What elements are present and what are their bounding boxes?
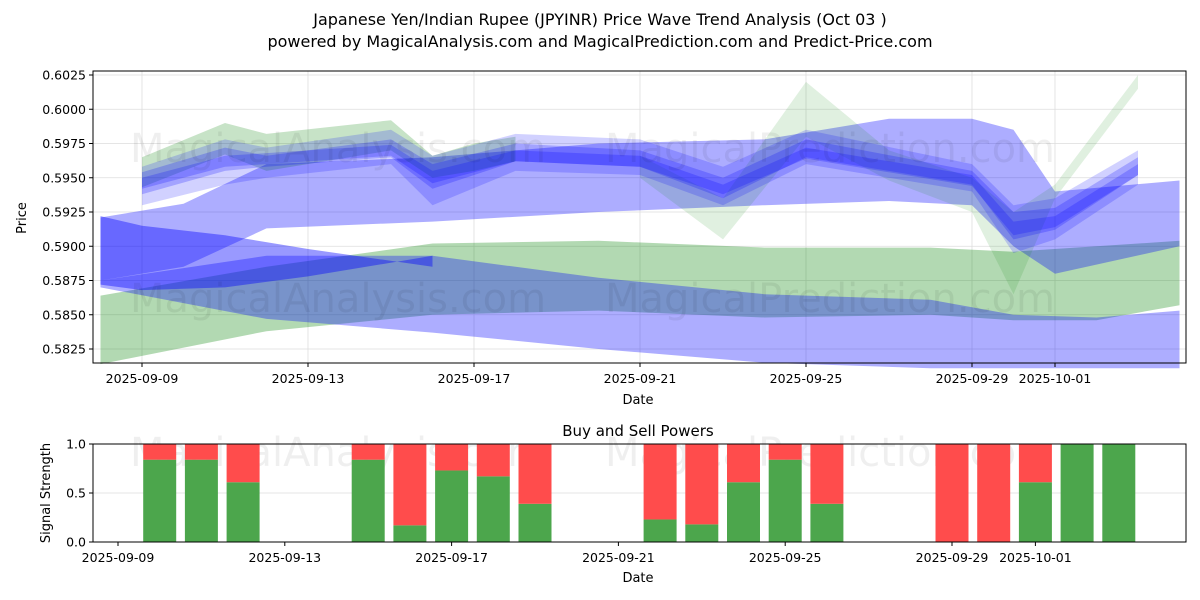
signal-bars [143, 444, 1136, 542]
main-y-tick-label: 0.6000 [42, 102, 86, 117]
main-y-ticks: 0.5825 0.5850 0.5875 0.5900 0.5925 0.5950 0.59… [42, 68, 93, 357]
watermark-top-right: MagicalPrediction.com [605, 126, 1055, 172]
sell-bar [143, 444, 177, 460]
buy-bar [518, 503, 552, 542]
sell-bar [476, 444, 510, 477]
buy-bar [643, 519, 677, 542]
buy-bar [226, 482, 260, 542]
sell-bar [184, 444, 218, 460]
main-x-tick-label: 2025-09-21 [604, 371, 677, 386]
sell-bar [727, 444, 760, 483]
signal-x-tick-label: 2025-09-09 [82, 550, 155, 565]
main-y-tick-label: 0.5975 [42, 136, 86, 151]
signal-x-tick-label: 2025-09-21 [582, 550, 655, 565]
signal-y-axis-label: Signal Strength [39, 443, 54, 543]
sell-bar [435, 444, 469, 471]
main-x-tick-label: 2025-09-17 [438, 371, 511, 386]
main-x-axis-label: Date [622, 393, 653, 408]
signal-y-tick-label: 0.5 [66, 486, 86, 501]
signal-x-tick-label: 2025-09-29 [916, 550, 989, 565]
sell-bar [351, 444, 385, 460]
signal-y-tick-label: 0.0 [66, 535, 86, 550]
buy-bar [1018, 482, 1052, 542]
buy-bar [685, 524, 719, 542]
main-y-axis-label: Price [15, 202, 30, 234]
main-x-ticks: 2025-09-09 2025-09-13 2025-09-17 2025-09-21… [106, 363, 1092, 386]
band-green-spike [640, 75, 1138, 295]
band-green-wide-lower [100, 240, 1180, 365]
sell-bar [935, 444, 969, 542]
main-x-tick-label: 2025-10-01 [1019, 371, 1092, 386]
chart-subtitle: powered by MagicalAnalysis.com and Magic… [267, 32, 933, 51]
buy-bar [351, 459, 385, 542]
main-y-tick-label: 0.5950 [42, 170, 86, 185]
buy-bar [727, 482, 760, 542]
main-y-tick-label: 0.5925 [42, 205, 86, 220]
band-blue-core-2 [142, 139, 1138, 240]
sell-bar [226, 444, 260, 483]
band-blue-core-3 [142, 144, 1138, 236]
buy-bar [768, 459, 802, 542]
signal-x-tick-label: 2025-10-01 [999, 550, 1072, 565]
buy-bar [810, 503, 844, 542]
band-blue-wide-upper [100, 118, 1180, 281]
buy-bar [435, 470, 469, 542]
main-x-tick-label: 2025-09-09 [106, 371, 179, 386]
sell-bar [977, 444, 1011, 542]
sell-bar [810, 444, 844, 504]
sell-bar [393, 444, 427, 526]
signal-x-axis-label: Date [622, 571, 653, 586]
band-blue-wide-lower [100, 255, 1180, 369]
signal-x-ticks: 2025-09-09 2025-09-13 2025-09-17 2025-09-21… [82, 542, 1072, 565]
sell-bar [685, 444, 719, 525]
buy-bar [476, 476, 510, 542]
signal-x-tick-label: 2025-09-13 [248, 550, 321, 565]
main-y-tick-label: 0.6025 [42, 68, 86, 83]
main-y-tick-label: 0.5900 [42, 239, 86, 254]
main-x-tick-label: 2025-09-29 [936, 371, 1009, 386]
signal-x-tick-label: 2025-09-25 [749, 550, 822, 565]
sell-bar [518, 444, 552, 504]
sell-bar [643, 444, 677, 520]
band-blue-core-1 [142, 129, 1138, 254]
main-x-tick-label: 2025-09-13 [272, 371, 345, 386]
main-x-tick-label: 2025-09-25 [770, 371, 843, 386]
signal-x-tick-label: 2025-09-17 [415, 550, 488, 565]
band-blue-dark-left [100, 216, 433, 291]
watermark-bottom-left: MagicalAnalysis.com [130, 276, 546, 322]
buy-bar [393, 525, 427, 542]
main-bands [100, 75, 1180, 369]
buy-bar [143, 459, 177, 542]
signal-y-ticks: 0.0 0.5 1.0 [66, 437, 93, 550]
signal-chart-title: Buy and Sell Powers [562, 422, 714, 440]
chart-title: Japanese Yen/Indian Rupee (JPYINR) Price… [313, 10, 887, 29]
sell-bar [1018, 444, 1052, 483]
buy-bar [1102, 444, 1136, 542]
watermark-bottom-right: MagicalPrediction.com [605, 276, 1055, 322]
sell-bar [768, 444, 802, 460]
band-green-top [142, 120, 516, 188]
main-y-tick-label: 0.5825 [42, 342, 86, 357]
watermark-top-left: MagicalAnalysis.com [130, 126, 546, 172]
signal-y-tick-label: 1.0 [66, 437, 86, 452]
main-grid [93, 71, 1186, 363]
buy-bar [184, 459, 218, 542]
main-y-tick-label: 0.5875 [42, 273, 86, 288]
buy-bar [1060, 444, 1094, 542]
main-y-tick-label: 0.5850 [42, 307, 86, 322]
